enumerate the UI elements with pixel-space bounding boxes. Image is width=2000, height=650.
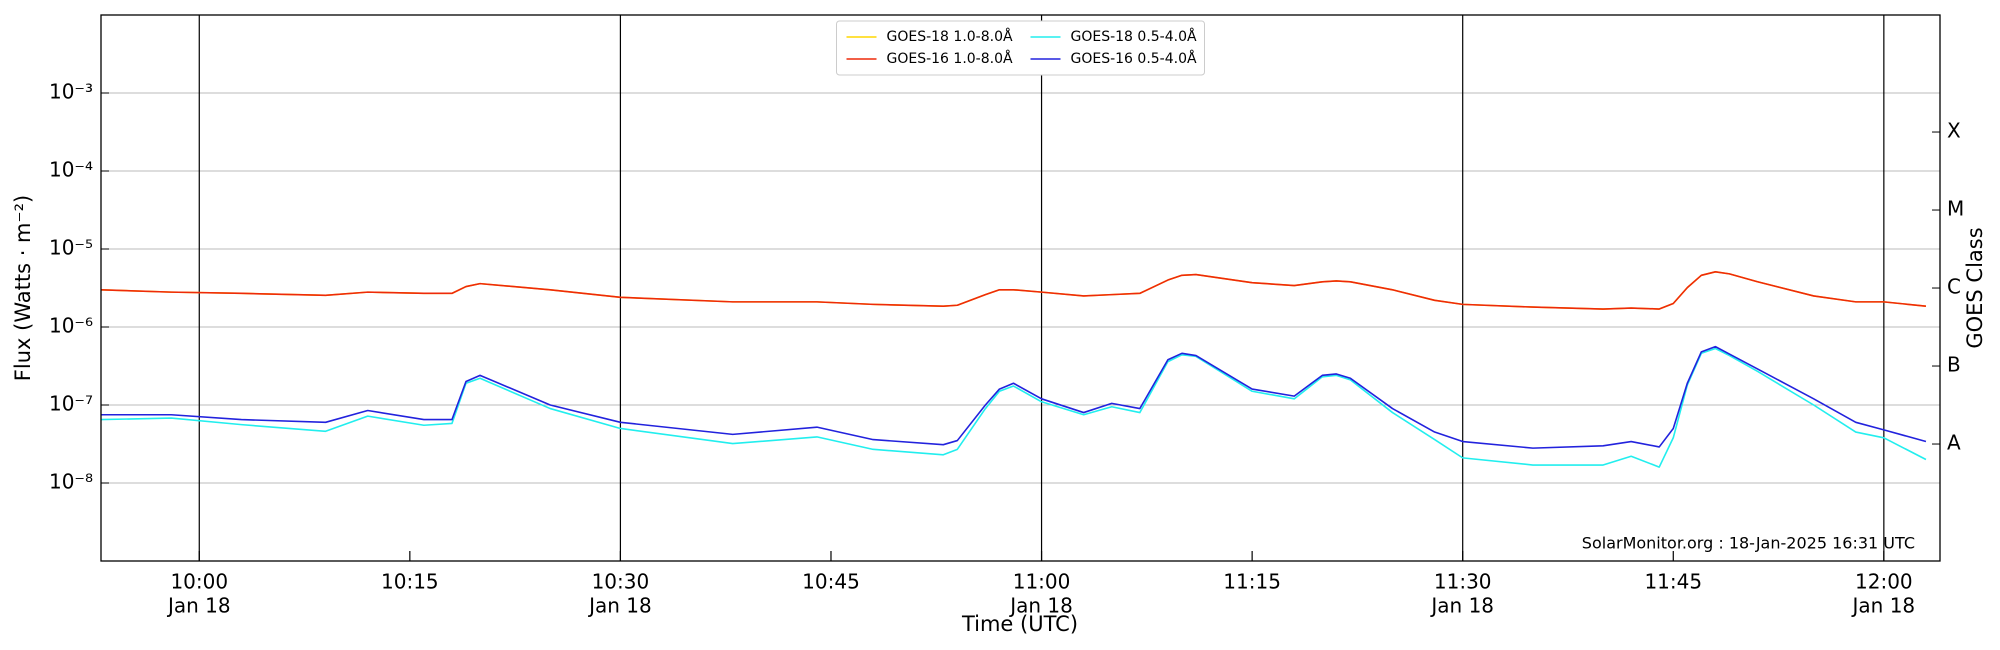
legend-label: GOES-16 1.0-8.0Å bbox=[887, 50, 1013, 67]
x-tick-label: 10:15 bbox=[381, 570, 439, 594]
y-tick-label: 10⁻³ bbox=[49, 80, 93, 104]
series-line bbox=[101, 347, 1927, 468]
x-tick-label: 10:30 bbox=[592, 570, 650, 594]
x-tick-label: Jan 18 bbox=[166, 594, 231, 618]
series-line bbox=[101, 271, 1927, 310]
legend-label: GOES-16 0.5-4.0Å bbox=[1071, 50, 1197, 67]
x-tick-label: Jan 18 bbox=[1851, 594, 1916, 618]
y-tick-label: 10⁻⁷ bbox=[49, 392, 93, 416]
x-tick-label: 11:45 bbox=[1644, 570, 1702, 594]
y2-tick-label: X bbox=[1947, 119, 1961, 143]
y2-axis-label: GOES Class bbox=[1963, 227, 1987, 348]
y-tick-label: 10⁻⁸ bbox=[49, 470, 93, 494]
y-axis-label: Flux (Watts · m⁻²) bbox=[11, 195, 35, 381]
y2-tick-label: C bbox=[1947, 275, 1961, 299]
x-tick-label: 12:00 bbox=[1855, 570, 1913, 594]
y2-tick-label: M bbox=[1947, 197, 1964, 221]
x-tick-label: 10:45 bbox=[802, 570, 860, 594]
y2-tick-label: A bbox=[1947, 431, 1961, 455]
x-axis-label: Time (UTC) bbox=[961, 612, 1078, 636]
x-tick-label: Jan 18 bbox=[1429, 594, 1494, 618]
annotation: SolarMonitor.org : 18-Jan-2025 16:31 UTC bbox=[1582, 534, 1915, 553]
x-tick-label: Jan 18 bbox=[587, 594, 652, 618]
x-tick-label: 11:15 bbox=[1223, 570, 1281, 594]
x-tick-label: Jan 18 bbox=[1008, 594, 1073, 618]
x-tick-label: 11:00 bbox=[1013, 570, 1071, 594]
x-tick-label: 10:00 bbox=[170, 570, 228, 594]
legend-box bbox=[836, 20, 1205, 76]
y-tick-label: 10⁻⁴ bbox=[49, 158, 93, 182]
y-tick-label: 10⁻⁶ bbox=[49, 314, 93, 338]
plot-frame bbox=[100, 14, 1941, 562]
legend-label: GOES-18 0.5-4.0Å bbox=[1071, 28, 1197, 45]
legend-label: GOES-18 1.0-8.0Å bbox=[887, 28, 1013, 45]
y-tick-label: 10⁻⁵ bbox=[49, 236, 93, 260]
series-line bbox=[101, 345, 1927, 449]
x-tick-label: 11:30 bbox=[1434, 570, 1492, 594]
y2-tick-label: B bbox=[1947, 353, 1961, 377]
